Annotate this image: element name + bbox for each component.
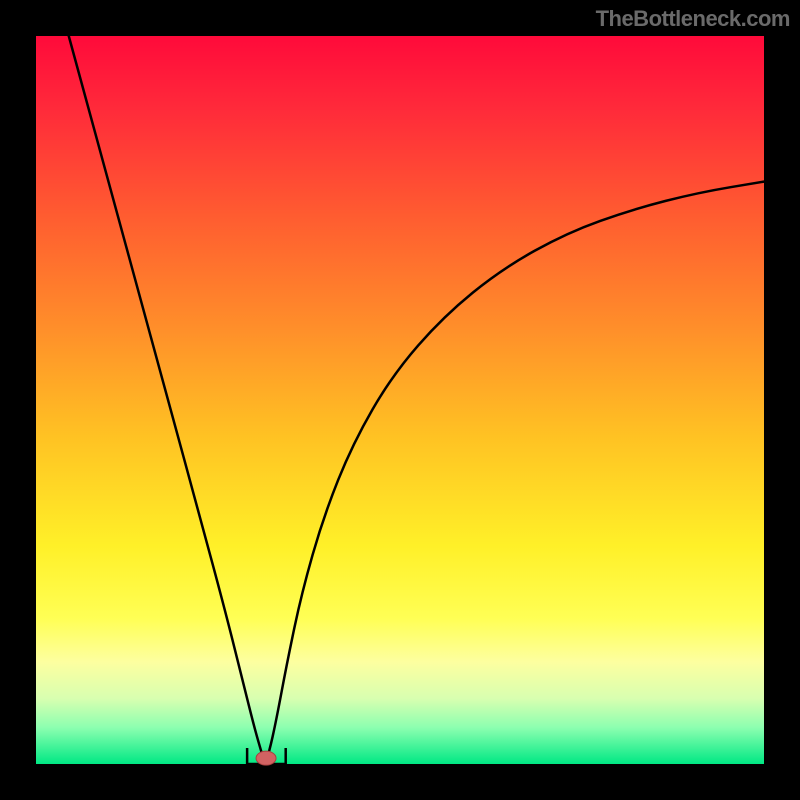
chart-canvas bbox=[0, 0, 800, 800]
bottleneck-chart: TheBottleneck.com bbox=[0, 0, 800, 800]
watermark-text: TheBottleneck.com bbox=[596, 6, 790, 32]
